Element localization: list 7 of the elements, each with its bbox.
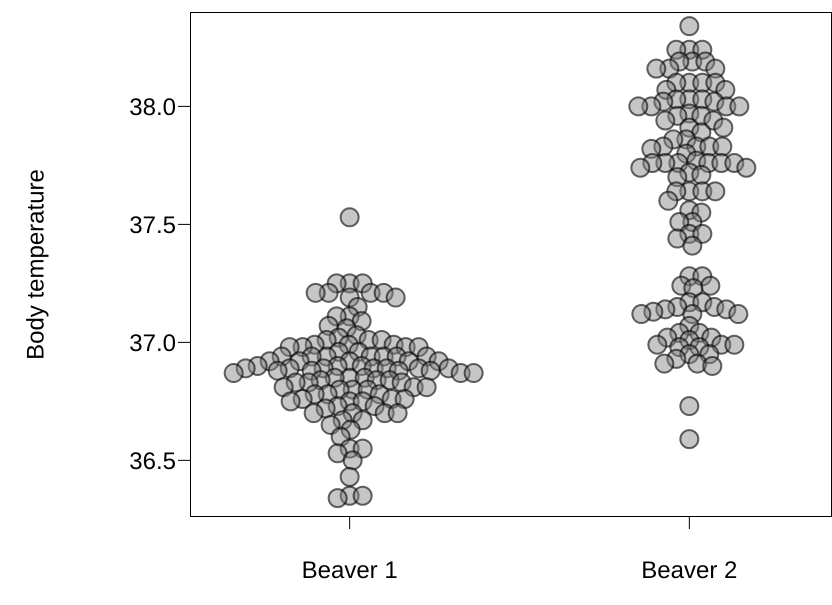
y-tick-label: 37.0 bbox=[129, 330, 176, 357]
y-tick-label: 37.5 bbox=[129, 212, 176, 239]
x-tick-label: Beaver 1 bbox=[302, 557, 398, 584]
y-tick-label: 36.5 bbox=[129, 448, 176, 475]
y-axis-title: Body temperature bbox=[22, 169, 50, 360]
y-tick-label: 38.0 bbox=[129, 94, 176, 121]
x-tick-label: Beaver 2 bbox=[641, 557, 738, 584]
